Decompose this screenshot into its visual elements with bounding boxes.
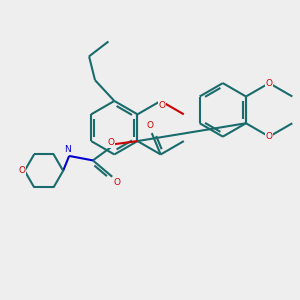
Text: O: O <box>107 138 114 147</box>
Text: O: O <box>266 132 273 141</box>
Text: N: N <box>64 146 71 154</box>
Text: O: O <box>159 101 166 110</box>
Text: O: O <box>113 178 120 187</box>
Text: O: O <box>18 166 25 175</box>
Text: O: O <box>266 79 273 88</box>
Text: O: O <box>147 121 154 130</box>
